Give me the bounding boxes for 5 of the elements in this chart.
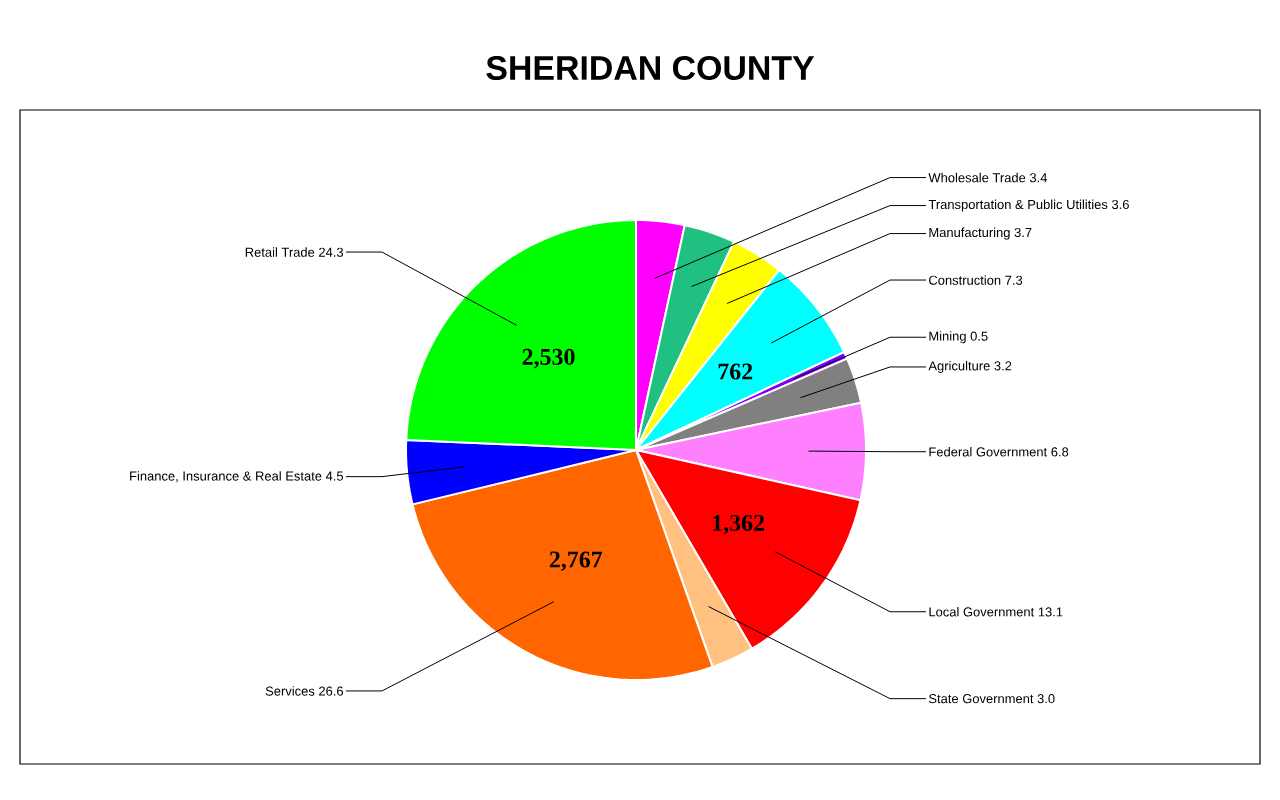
- text: 1,362: [713, 514, 764, 535]
- chart-title: SHERIDAN COUNTY: [486, 56, 815, 80]
- text: 2,530: [522, 348, 575, 369]
- text: 2,767: [549, 551, 603, 571]
- text: 762: [718, 363, 753, 380]
